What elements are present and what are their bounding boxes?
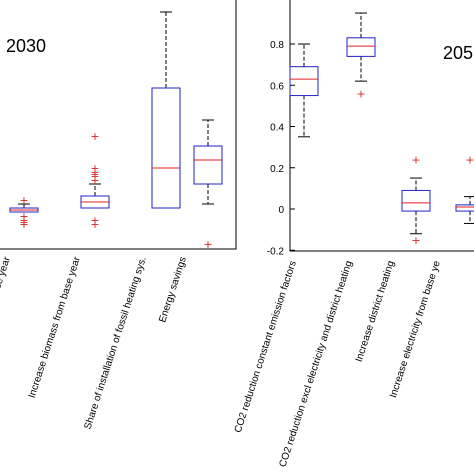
outlier-marker: + bbox=[90, 170, 99, 183]
box-3: + bbox=[193, 119, 223, 251]
y-tick-label: 0.4 bbox=[270, 123, 284, 134]
box-iqr bbox=[401, 189, 431, 212]
box-iqr bbox=[346, 37, 376, 57]
outlier-marker: + bbox=[90, 130, 99, 143]
y-tick-label: -0.2 bbox=[267, 246, 285, 257]
outlier-marker: + bbox=[19, 210, 28, 223]
box-2: ++ bbox=[401, 154, 431, 247]
panel-2050-label: 205 bbox=[443, 43, 473, 63]
outlier-marker: + bbox=[90, 162, 99, 175]
box-1: ++++++++ bbox=[80, 130, 110, 231]
outlier-marker: + bbox=[90, 166, 99, 179]
outlier-marker: + bbox=[90, 174, 99, 187]
y-tick-label: 0.6 bbox=[270, 81, 284, 92]
outlier-marker: + bbox=[90, 168, 99, 181]
box-3: + bbox=[455, 154, 474, 224]
box-iqr bbox=[289, 66, 319, 97]
box-2 bbox=[151, 11, 181, 209]
box-1: + bbox=[346, 12, 376, 101]
outlier-marker: + bbox=[411, 234, 420, 247]
panel-2030-label: 2030 bbox=[6, 36, 46, 56]
outlier-marker: + bbox=[90, 218, 99, 231]
outlier-marker: + bbox=[465, 154, 474, 167]
box-iqr bbox=[193, 145, 223, 185]
y-tick-label: 0.8 bbox=[270, 40, 284, 51]
box-iqr bbox=[151, 87, 181, 209]
outlier-marker: + bbox=[411, 154, 420, 167]
box-0: +++++ bbox=[9, 194, 39, 231]
y-tick-label: 0.2 bbox=[270, 164, 284, 175]
outlier-marker: + bbox=[90, 214, 99, 227]
outlier-marker: + bbox=[19, 214, 28, 227]
outlier-marker: + bbox=[19, 216, 28, 229]
outlier-marker: + bbox=[203, 238, 212, 251]
panel-2030: 2030 bbox=[0, 0, 237, 250]
outlier-marker: + bbox=[356, 88, 365, 101]
box-0 bbox=[289, 43, 319, 138]
y-tick-label: 0 bbox=[278, 205, 284, 216]
outlier-marker: + bbox=[19, 194, 28, 207]
outlier-marker: + bbox=[19, 218, 28, 231]
panel-2030-axes-frame bbox=[0, 0, 237, 250]
box-iqr bbox=[455, 204, 474, 212]
